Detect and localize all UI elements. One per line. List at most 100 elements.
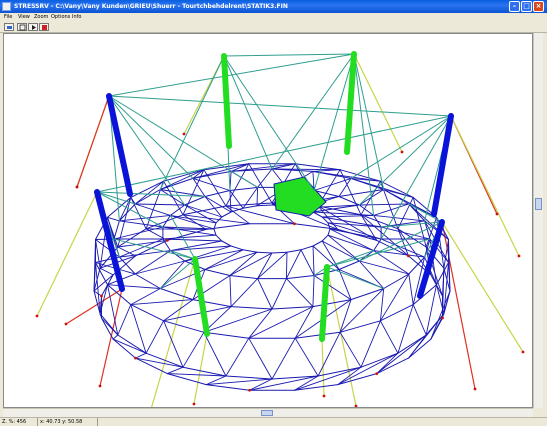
- roof-ring-member: [225, 202, 273, 207]
- rotate-view-button[interactable]: [28, 23, 38, 31]
- suspension-cable: [159, 258, 196, 289]
- roof-diagonal-member: [327, 222, 382, 228]
- roof-diagonal-member: [360, 180, 381, 216]
- stop-button[interactable]: [39, 23, 49, 31]
- roof-ring-member: [271, 375, 319, 380]
- minimize-button[interactable]: –: [509, 1, 520, 12]
- roof-diagonal-member: [408, 203, 449, 240]
- maximize-button[interactable]: □: [521, 1, 532, 12]
- zoom-box-button[interactable]: [17, 23, 27, 31]
- roof-ring-member: [242, 205, 258, 209]
- menu-file[interactable]: File: [4, 14, 13, 20]
- roof-ring-member: [256, 251, 273, 254]
- close-button[interactable]: ×: [533, 1, 544, 12]
- roof-ring-member: [360, 352, 399, 368]
- maximize-icon: □: [523, 2, 530, 10]
- roof-ring-member: [205, 384, 250, 391]
- edge-node: [407, 254, 410, 258]
- anchor-cable: [441, 221, 524, 353]
- window-title: STRESSRV - C:\Vany\Vany Kunden\GRIEU\Shu…: [14, 3, 288, 10]
- roof-diagonal-member: [271, 278, 287, 310]
- roof-diagonal-member: [107, 284, 119, 336]
- roof-ring-member: [242, 249, 258, 253]
- roof-diagonal-member: [317, 331, 341, 377]
- roof-ring-member: [317, 205, 362, 216]
- roof-diagonal-member: [112, 334, 119, 340]
- roof-diagonal-member: [230, 163, 296, 172]
- roof-diagonal-member: [93, 274, 114, 292]
- roof-diagonal-member: [101, 317, 119, 336]
- suspension-cable: [113, 238, 196, 260]
- roof-diagonal-member: [117, 304, 132, 336]
- roof-diagonal-member: [107, 216, 120, 222]
- roof-ring-member: [107, 284, 132, 306]
- roof-diagonal-member: [317, 205, 378, 241]
- stop-icon: [42, 25, 47, 30]
- roof-diagonal-member: [285, 278, 314, 308]
- roof-diagonal-member: [229, 252, 273, 276]
- anchor-node: [75, 185, 79, 189]
- roof-ring-member: [134, 189, 161, 205]
- menu-options[interactable]: Options: [51, 14, 71, 20]
- roof-diagonal-member: [257, 251, 288, 280]
- mast: [192, 256, 210, 337]
- roof-diagonal-member: [373, 214, 426, 222]
- roof-diagonal-member: [107, 216, 119, 248]
- roof-ring-member: [130, 180, 165, 198]
- roof-ring-member: [204, 269, 231, 276]
- roof-diagonal-member: [327, 234, 360, 262]
- model-viewport[interactable]: [3, 33, 533, 408]
- horizontal-scroll-thumb[interactable]: [261, 410, 273, 416]
- anchor-node: [400, 150, 404, 154]
- roof-diagonal-member: [338, 177, 352, 197]
- roof-diagonal-member: [397, 196, 414, 230]
- roof-diagonal-member: [204, 196, 232, 213]
- roof-diagonal-member: [338, 189, 385, 197]
- roof-diagonal-member: [229, 190, 244, 209]
- roof-diagonal-member: [425, 246, 443, 297]
- title-bar[interactable]: STRESSRV - C:\Vany\Vany Kunden\GRIEU\Shu…: [0, 0, 547, 13]
- roof-diagonal-member: [294, 337, 319, 377]
- roof-diagonal-member: [118, 214, 171, 222]
- masts: [94, 51, 454, 342]
- roof-diagonal-member: [99, 295, 102, 315]
- menu-info[interactable]: Info: [72, 14, 82, 20]
- menu-view[interactable]: View: [18, 14, 30, 20]
- roof-ring-member: [337, 373, 378, 386]
- roof-diagonal-member: [204, 196, 223, 218]
- roof-diagonal-member: [285, 251, 288, 280]
- anchor-cable: [36, 191, 98, 317]
- roof-ring-member: [203, 331, 250, 339]
- roof-diagonal-member: [329, 228, 375, 252]
- roof-ring-member: [321, 234, 329, 242]
- fit-view-button[interactable]: [4, 23, 14, 31]
- roof-diagonal-member: [159, 169, 205, 190]
- suspension-cable: [108, 95, 259, 188]
- roof-ring-member: [221, 240, 232, 247]
- anchor-cable: [76, 95, 110, 188]
- vertical-scrollbar[interactable]: [533, 33, 543, 408]
- roof-diagonal-member: [169, 214, 217, 224]
- suspension-cable: [271, 53, 355, 170]
- roof-diagonal-member: [376, 334, 427, 375]
- roof-diagonal-member: [163, 299, 194, 322]
- roof-diagonal-member: [159, 260, 186, 289]
- roof-ring-member: [338, 260, 360, 270]
- anchor-node: [473, 387, 477, 391]
- roof-diagonal-member: [379, 320, 399, 354]
- roof-diagonal-member: [300, 249, 315, 276]
- roof-diagonal-member: [312, 169, 341, 172]
- vertical-scroll-thumb[interactable]: [535, 198, 542, 210]
- roof-ring-member: [182, 366, 227, 377]
- roof-ring-member: [169, 204, 186, 216]
- edge-node: [134, 356, 137, 360]
- roof-diagonal-member: [312, 245, 315, 276]
- menu-zoom[interactable]: Zoom: [34, 14, 49, 20]
- roof-diagonal-member: [257, 168, 273, 188]
- roof-ring-member: [230, 245, 244, 251]
- horizontal-scrollbar[interactable]: [3, 408, 533, 417]
- suspension-cable: [326, 250, 375, 268]
- roof-diagonal-member: [271, 163, 296, 170]
- roof-diagonal-member: [225, 205, 295, 225]
- roof-diagonal-member: [135, 352, 147, 359]
